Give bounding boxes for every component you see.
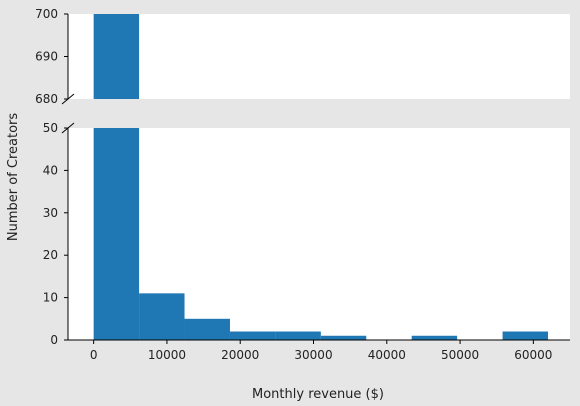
lower-bar (320, 335, 367, 340)
upper-y-tick-label: 700 (35, 7, 58, 21)
lower-y-tick-label: 20 (43, 248, 58, 262)
lower-y-ticks: 0 10 20 30 40 50 (43, 121, 68, 347)
x-tick-label: 50000 (441, 348, 479, 362)
upper-y-ticks: 680 690 700 (35, 7, 68, 106)
x-tick-label: 20000 (221, 348, 259, 362)
lower-bar (502, 331, 549, 340)
lower-bar (229, 331, 276, 340)
upper-bars (93, 14, 140, 99)
x-tick-label: 40000 (368, 348, 406, 362)
lower-y-tick-label: 10 (43, 291, 58, 305)
x-tick-label: 60000 (514, 348, 552, 362)
lower-y-tick-label: 40 (43, 163, 58, 177)
lower-bar (184, 318, 230, 340)
lower-y-tick-label: 0 (50, 333, 58, 347)
upper-y-tick-label: 690 (35, 50, 58, 64)
lower-bar (139, 293, 185, 340)
x-tick-label: 30000 (294, 348, 332, 362)
lower-y-tick-label: 50 (43, 121, 58, 135)
x-ticks: 0 10000 20000 30000 40000 50000 60000 (90, 340, 552, 362)
x-axis-label: Monthly revenue ($) (252, 387, 384, 402)
lower-bar (93, 128, 140, 340)
lower-bar (275, 331, 321, 340)
lower-bar (411, 335, 458, 340)
lower-bars (93, 128, 549, 340)
upper-y-tick-label: 680 (35, 92, 58, 106)
break-marker-lower (61, 122, 75, 134)
x-tick-label: 0 (90, 348, 98, 362)
y-axis-label: Number of Creators (6, 113, 21, 242)
upper-plot-area (68, 14, 570, 99)
upper-bar (93, 14, 140, 99)
lower-y-tick-label: 30 (43, 206, 58, 220)
break-marker-upper (61, 93, 75, 105)
x-tick-label: 10000 (148, 348, 186, 362)
